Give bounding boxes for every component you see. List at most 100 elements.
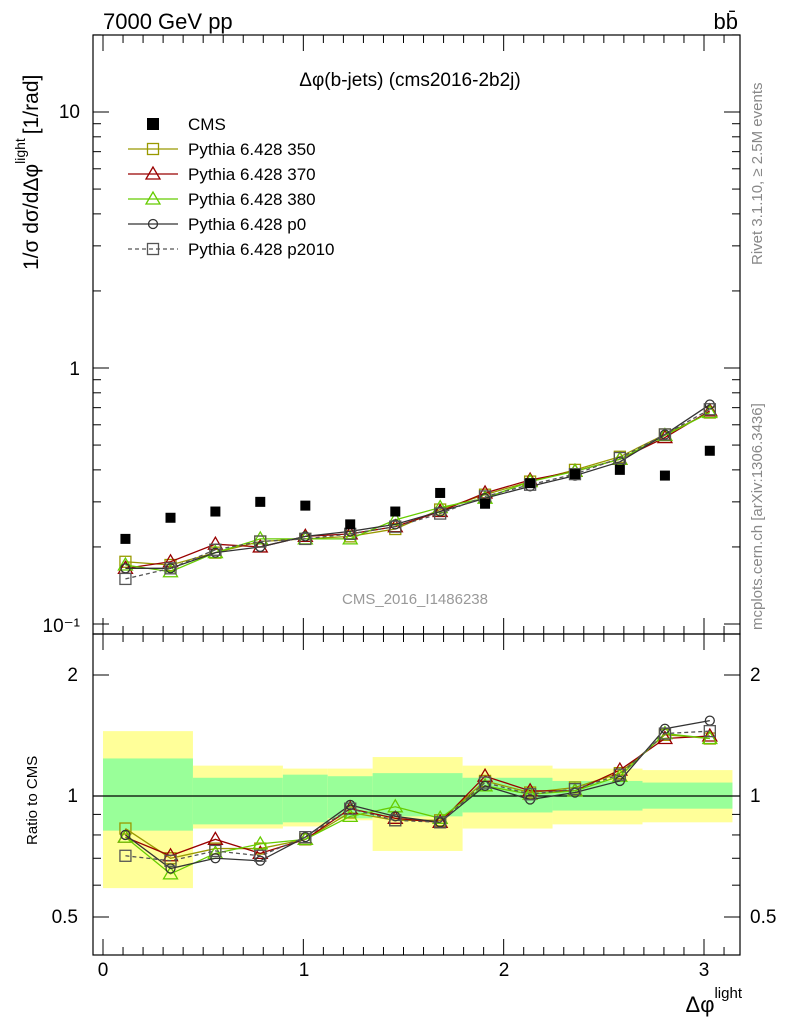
series-point <box>701 402 718 417</box>
cms-series <box>120 445 715 544</box>
x-axis-label: Δφlight <box>686 985 743 1017</box>
series-layer <box>117 399 718 880</box>
ratio-point <box>390 811 401 822</box>
process-label: bb̄ <box>714 9 738 34</box>
ratio-point <box>345 799 356 811</box>
x-tick-label: 3 <box>699 960 710 981</box>
cms-point <box>435 487 446 498</box>
series-point <box>209 543 222 556</box>
x-tick-label: 0 <box>98 960 109 981</box>
series-line <box>125 403 711 569</box>
cms-point <box>480 498 491 509</box>
ratio-point <box>521 782 539 797</box>
cms-point <box>525 478 536 489</box>
y-tick-label: 10⁻¹ <box>43 616 81 637</box>
cms-point <box>300 500 311 511</box>
ratio-tick-label: 0.5 <box>52 907 78 928</box>
series-point <box>252 530 269 545</box>
ratio-tick-label: 1 <box>67 786 78 807</box>
legend-label: Pythia 6.428 p2010 <box>188 240 335 259</box>
series-point <box>117 556 134 571</box>
series-3 <box>120 399 715 874</box>
axes <box>92 34 741 956</box>
series-point <box>165 563 176 574</box>
series-point <box>432 499 449 514</box>
ratio-point <box>569 787 581 798</box>
series-point <box>389 520 402 533</box>
uncertainty-bands <box>103 731 733 889</box>
band-inner <box>103 758 193 831</box>
ratio-point <box>614 775 626 787</box>
ratio-line <box>125 719 710 870</box>
ratio-point <box>478 776 492 789</box>
ratio-point <box>252 835 269 850</box>
ratio-point <box>254 849 267 862</box>
ratio-point <box>117 828 134 843</box>
legend-label: Pythia 6.428 370 <box>188 165 316 184</box>
series-line <box>125 411 711 573</box>
ratio-tick-label-right: 1 <box>750 786 761 807</box>
ratio-tick-label: 2 <box>67 665 78 686</box>
ratio-point <box>119 822 132 835</box>
ratio-point <box>120 829 131 841</box>
cms-point <box>120 533 131 544</box>
ratio-point <box>165 863 176 874</box>
cms-point <box>255 496 266 507</box>
legend-label: Pythia 6.428 380 <box>188 190 316 209</box>
series-point <box>342 530 359 545</box>
ratio-point <box>164 854 177 867</box>
cms-point <box>569 469 580 480</box>
ratio-point <box>613 768 627 781</box>
series-point <box>119 572 132 586</box>
legend-marker <box>147 218 159 230</box>
ratio-point <box>479 780 491 791</box>
ratio-point <box>389 814 402 827</box>
ratio-point <box>207 831 224 846</box>
ratio-point <box>703 724 716 738</box>
ratio-point <box>162 865 179 880</box>
cms-point <box>704 445 715 456</box>
y-axis-label: 1/σ dσ/dΔφlight[1/rad] <box>12 75 43 270</box>
legend-label: CMS <box>188 115 226 134</box>
ratio-point <box>299 830 312 844</box>
series-point <box>390 519 401 530</box>
series-point <box>299 532 312 546</box>
series-point <box>659 429 671 440</box>
ratio-point <box>701 730 718 745</box>
series-point <box>613 451 627 465</box>
series-point <box>254 535 267 548</box>
cms-point <box>659 470 670 481</box>
series-point <box>300 531 311 542</box>
band-inner <box>192 777 283 825</box>
series-point <box>162 553 179 568</box>
ratio-point <box>434 816 447 829</box>
ratio-tick-label-right: 0.5 <box>750 907 776 928</box>
legend-label: Pythia 6.428 350 <box>188 140 316 159</box>
ratio-point <box>568 783 582 796</box>
ratio-point <box>701 727 718 742</box>
series-point <box>704 399 715 410</box>
legend: CMS Pythia 6.428 350 Pythia 6.428 370 Pythi… <box>128 115 335 259</box>
legend-label: Pythia 6.428 p0 <box>188 215 306 234</box>
ratio-point <box>210 853 221 864</box>
rivet-label: Rivet 3.1.10, ≥ 2.5M events <box>749 83 766 266</box>
x-tick-label: 1 <box>299 960 310 981</box>
ratio-point <box>342 808 359 822</box>
ratio-point <box>523 788 537 801</box>
ratio-frame <box>92 633 741 956</box>
x-tick-label: 2 <box>499 960 510 981</box>
series-point <box>164 562 177 575</box>
legend-marker <box>144 190 162 205</box>
series-point <box>568 467 582 481</box>
ratio-point <box>209 844 222 858</box>
band-inner <box>282 774 328 823</box>
ratio-point <box>658 727 672 740</box>
cms-point <box>210 506 221 517</box>
band-inner <box>372 773 463 817</box>
ratio-point <box>252 845 269 859</box>
series-point <box>119 555 132 568</box>
legend-marker <box>146 242 160 256</box>
ratio-axis-label: Ratio to CMS <box>24 756 41 845</box>
cms-point <box>614 464 625 475</box>
